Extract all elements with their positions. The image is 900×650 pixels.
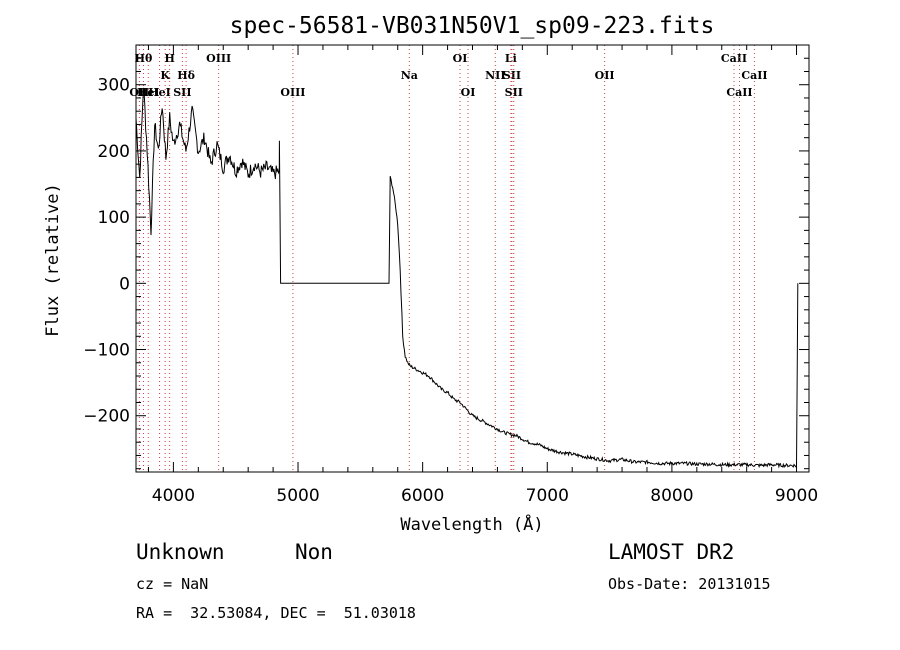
line-label-15: SII (503, 69, 521, 82)
survey-label: LAMOST DR2 (608, 540, 735, 564)
obs-date-text: Obs-Date: 20131015 (608, 575, 771, 593)
line-label-2: HeI (137, 86, 160, 99)
x-tick-label-3: 7000 (526, 486, 569, 506)
x-axis: 4000 5000 6000 7000 8000 9000 (147, 45, 818, 506)
line-label-19: CaII (726, 86, 752, 99)
line-label-6: SII (173, 86, 191, 99)
coordinates-text: RA = 32.53084, DEC = 51.03018 (136, 604, 416, 622)
y-tick-label-5: 300 (98, 76, 130, 96)
x-axis-label: Wavelength (Å) (400, 513, 543, 535)
line-label-14: Li (505, 52, 517, 65)
plot-frame (135, 44, 810, 473)
x-tick-label-0: 4000 (152, 486, 195, 506)
spectrum-series (135, 87, 799, 469)
y-tick-label-3: 100 (98, 208, 130, 228)
y-tick-label-2: 0 (119, 274, 130, 294)
line-label-16: SII (505, 86, 523, 99)
line-label-4: K (160, 69, 170, 82)
spectral-subclass-label: Non (295, 540, 333, 564)
x-tick-label-5: 9000 (775, 486, 818, 506)
x-tick-label-4: 8000 (650, 486, 693, 506)
line-label-8: OIII (206, 52, 231, 65)
redshift-text: cz = NaN (136, 575, 209, 593)
line-label-11: OI (453, 52, 468, 65)
y-axis: −200 −100 0 100 200 300 (83, 57, 809, 470)
y-tick-label-4: 200 (98, 142, 130, 162)
line-label-7: Hδ (177, 69, 195, 82)
line-label-12: OI (461, 86, 476, 99)
line-label-17: OII (595, 69, 615, 82)
spectral-class-label: Unknown (136, 540, 225, 564)
y-axis-label: Flux (relative) (43, 183, 63, 337)
y-tick-label-1: −100 (83, 341, 130, 361)
line-label-5: H (164, 52, 174, 65)
x-tick-label-2: 6000 (401, 486, 444, 506)
line-label-20: CaII (741, 69, 767, 82)
line-label-13: NII (485, 69, 505, 82)
line-label-10: Na (401, 69, 418, 82)
spectral-line-markers: OIIHθHeIHeIKHSIIHδOIIIOIIINaOIOINIILiSII… (129, 45, 768, 472)
y-tick-label-0: −200 (83, 407, 130, 427)
line-label-3: HeI (148, 86, 171, 99)
x-tick-label-1: 5000 (276, 486, 319, 506)
line-label-18: CaII (721, 52, 747, 65)
line-label-9: OIII (280, 86, 305, 99)
chart-title: spec-56581-VB031N50V1_sp09-223.fits (230, 13, 715, 39)
